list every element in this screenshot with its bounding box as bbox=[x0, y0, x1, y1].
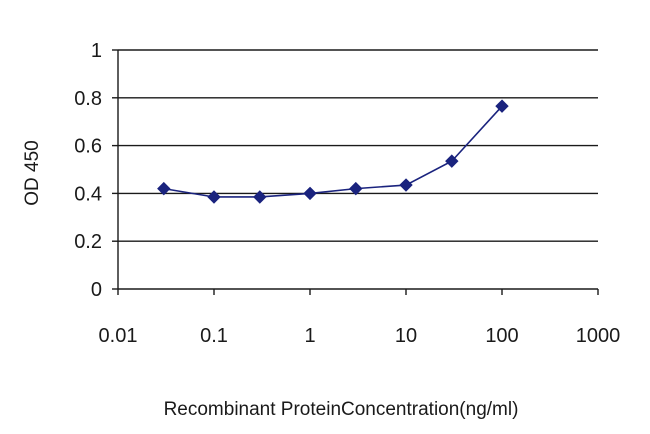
x-tick-labels: 0.01 0.1 1 10 100 1000 bbox=[99, 325, 621, 347]
x-tick-label: 0.1 bbox=[200, 325, 228, 347]
x-tick-label: 100 bbox=[485, 325, 518, 347]
x-tick-label: 10 bbox=[395, 325, 417, 347]
series-line bbox=[163, 105, 503, 198]
y-tick-label: 0.2 bbox=[74, 231, 102, 253]
y-tick-label: 0 bbox=[91, 279, 102, 301]
x-tick-label: 1000 bbox=[576, 325, 621, 347]
data-point bbox=[207, 190, 221, 204]
data-point bbox=[303, 186, 317, 201]
data-point bbox=[253, 190, 267, 204]
x-tick-label: 1 bbox=[304, 325, 315, 347]
data-point bbox=[445, 154, 459, 168]
data-point bbox=[495, 99, 509, 113]
axes bbox=[112, 49, 599, 295]
data-series bbox=[157, 99, 509, 204]
data-point bbox=[399, 178, 413, 192]
x-axis-label: Recombinant ProteinConcentration(ng/ml) bbox=[164, 399, 519, 420]
y-tick-label: 0.6 bbox=[74, 136, 102, 158]
gridlines bbox=[118, 49, 598, 242]
y-tick-label: 1 bbox=[91, 40, 102, 62]
y-tick-labels: 0 0.2 0.4 0.6 0.8 1 bbox=[74, 40, 102, 301]
y-tick-label: 0.8 bbox=[74, 88, 102, 110]
y-tick-label: 0.4 bbox=[74, 183, 102, 205]
x-tick-label: 0.01 bbox=[99, 325, 138, 347]
y-axis-label: OD 450 bbox=[22, 140, 43, 205]
data-point bbox=[349, 181, 363, 196]
data-point bbox=[157, 181, 171, 196]
